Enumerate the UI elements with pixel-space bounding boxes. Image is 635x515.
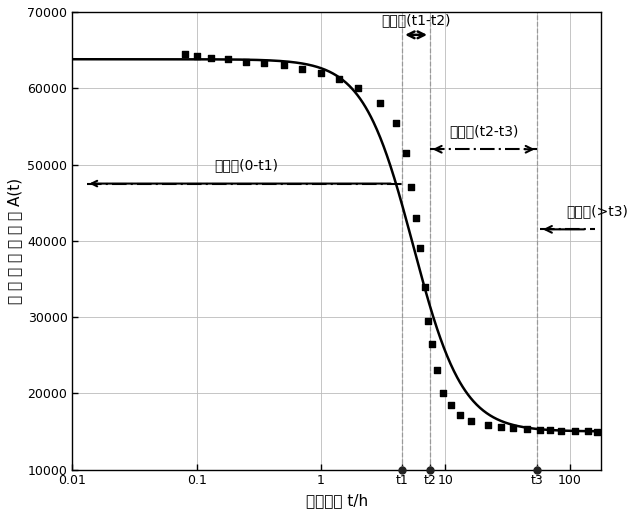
Point [406, 183, 416, 192]
Point [420, 282, 430, 290]
Point [521, 425, 531, 433]
Point [545, 426, 556, 435]
Text: 稳定期(>t3): 稳定期(>t3) [566, 204, 628, 218]
Text: 减速期(t2-t3): 减速期(t2-t3) [449, 124, 518, 138]
Point [438, 389, 448, 398]
Point [354, 84, 364, 92]
Point [316, 69, 326, 77]
Point [508, 424, 518, 433]
Point [415, 244, 425, 252]
Text: 初始期(0-t1): 初始期(0-t1) [214, 158, 278, 172]
Point [375, 99, 385, 108]
Point [556, 426, 566, 435]
Point [180, 50, 190, 58]
Point [432, 366, 442, 374]
Point [279, 61, 289, 70]
Point [483, 421, 493, 430]
Point [570, 426, 580, 435]
X-axis label: 水化时间 t/h: 水化时间 t/h [306, 493, 368, 508]
Point [297, 65, 307, 73]
Point [241, 57, 251, 65]
Point [411, 214, 421, 222]
Point [583, 427, 593, 436]
Text: 加速期(t1-t2): 加速期(t1-t2) [382, 13, 451, 27]
Point [465, 417, 476, 425]
Point [391, 118, 401, 127]
Y-axis label: 第 一 回 波 峰 振 幅 A(t): 第 一 回 波 峰 振 幅 A(t) [7, 178, 22, 304]
Point [535, 426, 545, 434]
Point [592, 428, 602, 436]
Point [446, 401, 456, 409]
Point [424, 317, 434, 325]
Point [496, 423, 506, 431]
Point [259, 59, 269, 67]
Point [224, 55, 234, 63]
Point [427, 340, 437, 348]
Point [206, 54, 216, 62]
Point [401, 149, 411, 157]
Point [455, 410, 465, 419]
Point [334, 75, 344, 83]
Point [192, 52, 202, 60]
